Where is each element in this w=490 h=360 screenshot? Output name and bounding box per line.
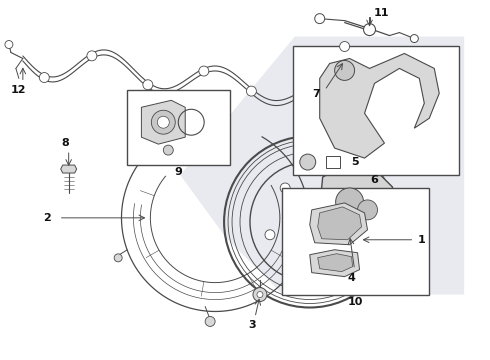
Circle shape [340, 41, 349, 51]
Text: 1: 1 [417, 235, 425, 245]
Polygon shape [61, 165, 76, 173]
Circle shape [143, 80, 153, 90]
Circle shape [157, 116, 169, 128]
Text: 6: 6 [370, 175, 378, 185]
Polygon shape [142, 100, 185, 144]
Circle shape [280, 183, 290, 193]
Circle shape [305, 259, 315, 269]
Circle shape [329, 183, 339, 193]
Circle shape [290, 202, 330, 242]
Polygon shape [319, 54, 439, 158]
Circle shape [336, 188, 364, 216]
Circle shape [344, 230, 355, 240]
Circle shape [199, 66, 209, 76]
Text: 8: 8 [62, 138, 70, 148]
Circle shape [5, 41, 13, 49]
Circle shape [410, 35, 418, 42]
Circle shape [163, 145, 173, 155]
Bar [127, 90, 230, 165]
Text: 9: 9 [174, 167, 182, 177]
Text: 10: 10 [348, 297, 363, 306]
Polygon shape [318, 207, 362, 240]
Bar [282, 188, 429, 294]
Text: 3: 3 [248, 320, 256, 330]
Circle shape [151, 110, 175, 134]
Circle shape [300, 154, 316, 170]
Circle shape [364, 24, 375, 36]
Circle shape [114, 254, 122, 262]
Text: 7: 7 [312, 89, 319, 99]
Circle shape [358, 200, 377, 220]
Polygon shape [318, 254, 353, 272]
Bar [326, 156, 340, 168]
Circle shape [246, 86, 256, 96]
Circle shape [205, 316, 215, 327]
Circle shape [283, 195, 337, 249]
Circle shape [265, 230, 275, 240]
Text: 2: 2 [43, 213, 51, 223]
Polygon shape [343, 240, 372, 262]
Polygon shape [319, 164, 395, 242]
Polygon shape [180, 37, 464, 294]
Text: 11: 11 [373, 8, 389, 18]
Polygon shape [310, 203, 368, 245]
Text: 5: 5 [352, 157, 359, 167]
Circle shape [257, 292, 263, 298]
Circle shape [87, 51, 97, 61]
Circle shape [335, 60, 355, 80]
Polygon shape [310, 250, 360, 276]
Bar [293, 45, 459, 175]
Circle shape [315, 14, 325, 24]
Circle shape [253, 288, 267, 302]
Text: 12: 12 [11, 85, 26, 95]
Text: 4: 4 [347, 273, 356, 283]
Circle shape [39, 73, 49, 82]
